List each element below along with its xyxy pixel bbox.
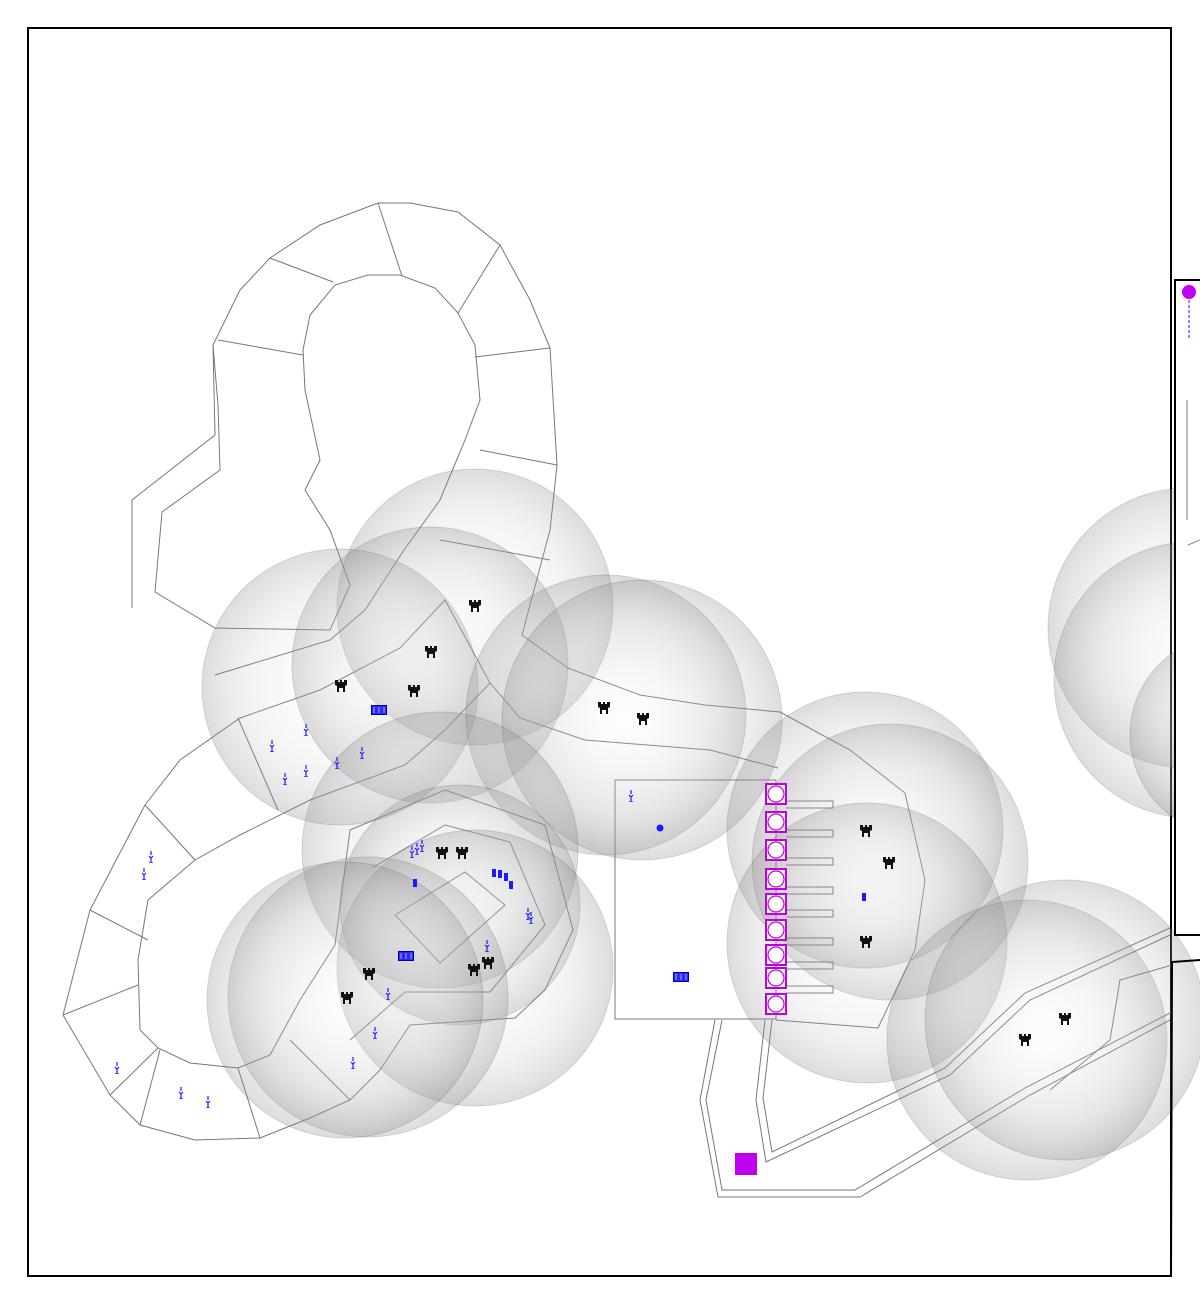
units <box>114 705 866 1108</box>
depot[interactable] <box>673 972 689 982</box>
unit <box>492 869 496 877</box>
unit <box>498 870 502 878</box>
gate[interactable] <box>765 993 787 1015</box>
unit <box>656 824 664 832</box>
depot[interactable] <box>398 951 414 961</box>
unit <box>509 881 513 889</box>
unit <box>862 893 866 901</box>
gate[interactable] <box>765 811 787 833</box>
unit <box>413 879 417 887</box>
side-panel <box>1170 279 1200 1277</box>
spawn-point[interactable] <box>735 1153 757 1175</box>
panel-icon[interactable] <box>1182 285 1196 299</box>
gate[interactable] <box>765 919 787 941</box>
gate[interactable] <box>765 967 787 989</box>
gate[interactable] <box>765 944 787 966</box>
gate[interactable] <box>765 868 787 890</box>
depot[interactable] <box>371 705 387 715</box>
gate[interactable] <box>765 839 787 861</box>
gates <box>735 783 834 1175</box>
gate[interactable] <box>765 893 787 915</box>
unit <box>504 873 508 881</box>
gate[interactable] <box>765 783 787 805</box>
panel-frame <box>1174 279 1200 936</box>
